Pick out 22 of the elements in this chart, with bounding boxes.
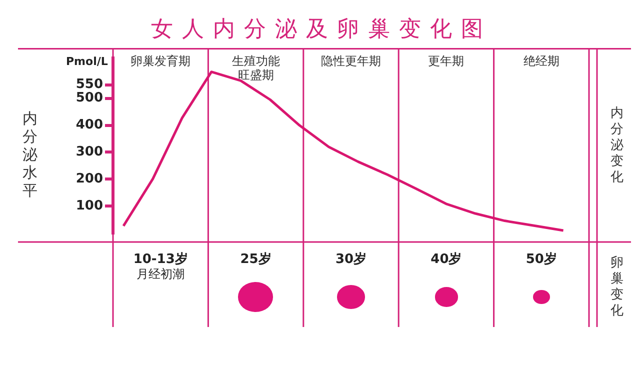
y-tick-label: 500 (76, 90, 103, 106)
chart-title: 女人内分泌及卵巢变化图 (150, 16, 493, 44)
y-tick-label: 400 (76, 118, 103, 133)
y-tick-label: 100 (76, 198, 103, 214)
category-label: 50岁 (526, 252, 557, 267)
text: Pmol/L (66, 54, 108, 68)
annotation: 绝经期 (523, 54, 560, 68)
y-tick-label: 200 (76, 172, 103, 187)
y-tick-label: 550 (76, 77, 103, 92)
text: 卵巢变化 (610, 255, 624, 318)
annotation: 卵巢发育期 (130, 54, 191, 68)
y-tick-label: 300 (76, 144, 103, 160)
category-label: 30岁 (335, 252, 367, 267)
y-axis-title: 内分泌水平 (22, 109, 38, 200)
annotation: 隐性更年期 (321, 54, 381, 68)
category-label: 40岁 (430, 252, 462, 267)
text: 月经初潮 (136, 267, 185, 282)
category-label: 10-13岁 (133, 252, 188, 267)
category-label: 25岁 (240, 252, 272, 267)
annotation: 更年期 (428, 54, 464, 68)
annotation: 生殖功能旺盛期 (232, 54, 280, 82)
y2-axis-title: 内分泌变化 (610, 106, 624, 185)
